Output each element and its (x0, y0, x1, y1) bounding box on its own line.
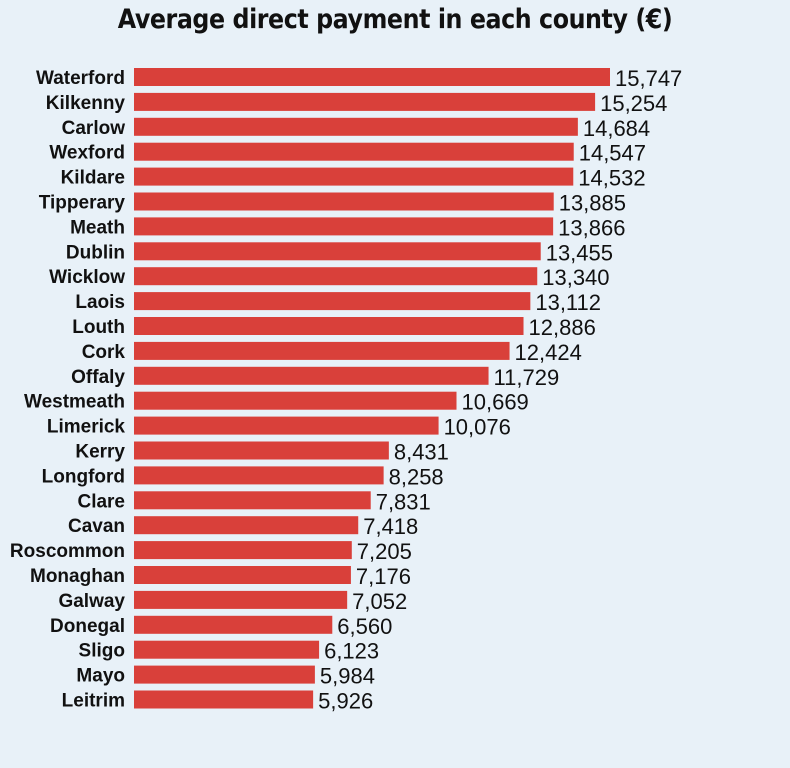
chart-title: Average direct payment in each county (€… (117, 4, 673, 35)
value-label: 14,547 (579, 141, 646, 166)
bar-limerick (134, 416, 439, 435)
value-label: 13,455 (546, 240, 613, 265)
bar-dublin (134, 242, 541, 261)
category-label: Dublin (66, 242, 125, 263)
category-label: Offaly (71, 367, 125, 388)
category-label: Meath (70, 217, 125, 238)
value-label: 10,076 (444, 415, 511, 440)
value-label: 10,669 (462, 390, 529, 415)
category-label: Roscommon (10, 541, 125, 562)
bar-wicklow (134, 267, 538, 286)
category-label: Cavan (68, 516, 125, 537)
value-label: 14,532 (578, 166, 645, 191)
value-label: 7,418 (363, 514, 418, 539)
category-label: Carlow (62, 118, 126, 139)
value-label: 14,684 (583, 116, 650, 141)
value-label: 13,885 (559, 191, 626, 216)
bar-galway (134, 590, 348, 609)
value-label: 13,340 (542, 265, 609, 290)
category-label: Louth (72, 317, 125, 338)
category-label: Waterford (36, 68, 125, 89)
bar-leitrim (134, 690, 314, 709)
bar-laois (134, 292, 531, 311)
bar-kilkenny (134, 92, 596, 111)
value-label: 15,747 (615, 66, 682, 91)
category-label: Tipperary (39, 193, 126, 214)
value-label: 13,866 (558, 215, 625, 240)
value-label: 7,176 (356, 564, 411, 589)
category-label: Galway (58, 591, 125, 612)
value-label: 5,926 (318, 689, 373, 714)
bar-kerry (134, 441, 389, 460)
bar-roscommon (134, 541, 352, 560)
bar-waterford (134, 68, 610, 86)
bar-westmeath (134, 391, 457, 410)
bar-sligo (134, 640, 320, 659)
value-label: 7,831 (376, 489, 431, 514)
category-label: Mayo (76, 666, 125, 687)
value-label: 6,560 (337, 614, 392, 639)
bar-wexford (134, 142, 574, 161)
category-label: Westmeath (24, 392, 125, 413)
category-label: Longford (42, 466, 125, 487)
value-label: 13,112 (535, 290, 601, 315)
category-label: Laois (75, 292, 125, 313)
value-label: 11,729 (494, 365, 560, 390)
bar-meath (134, 217, 554, 236)
category-label: Kildare (61, 168, 125, 189)
value-label: 7,052 (352, 589, 407, 614)
bar-tipperary (134, 192, 554, 211)
bar-clare (134, 491, 371, 510)
category-label: Donegal (50, 616, 125, 637)
category-label: Kerry (75, 442, 125, 463)
value-label: 5,984 (320, 664, 375, 689)
category-label: Limerick (47, 417, 126, 438)
value-label: 7,205 (357, 539, 412, 564)
category-label: Wexford (49, 143, 125, 164)
category-label: Kilkenny (46, 93, 126, 114)
bar-louth (134, 317, 524, 335)
bar-monaghan (134, 566, 351, 584)
value-label: 12,424 (515, 340, 582, 365)
value-label: 15,254 (600, 91, 667, 116)
category-label: Sligo (79, 641, 125, 662)
value-label: 8,258 (389, 464, 444, 489)
bar-mayo (134, 665, 315, 684)
bar-donegal (134, 615, 333, 634)
category-label: Clare (77, 491, 125, 512)
bar-cavan (134, 516, 359, 535)
bar-carlow (134, 117, 578, 136)
value-label: 6,123 (324, 639, 379, 664)
bar-longford (134, 466, 384, 485)
category-label: Monaghan (30, 566, 125, 587)
value-label: 12,886 (529, 315, 596, 340)
category-label: Wicklow (49, 267, 125, 288)
bar-kildare (134, 167, 574, 186)
value-label: 8,431 (394, 440, 449, 465)
category-label: Leitrim (62, 691, 125, 712)
bar-cork (134, 341, 510, 360)
bar-offaly (134, 366, 489, 385)
category-label: Cork (82, 342, 126, 363)
